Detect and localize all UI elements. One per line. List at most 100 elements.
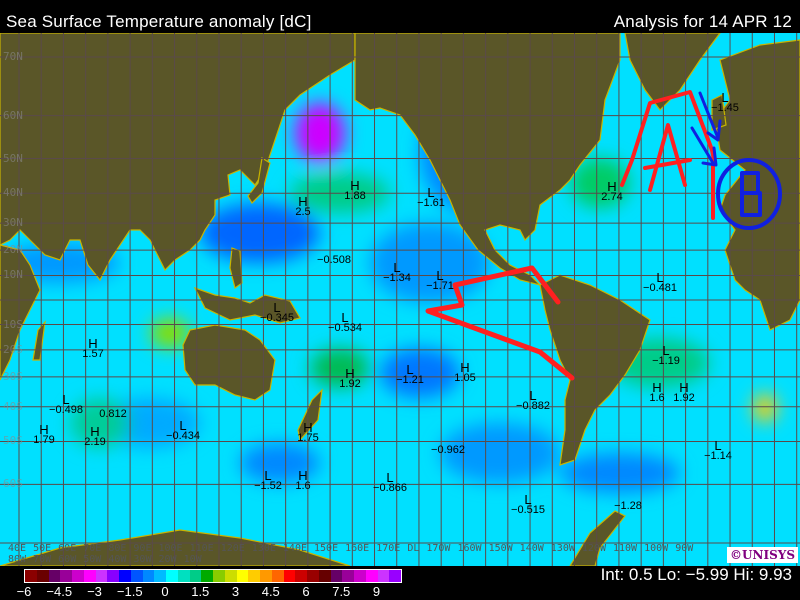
- legend-swatch: [142, 570, 155, 582]
- marker-type: L: [714, 438, 722, 453]
- maritime-asia: [193, 286, 301, 324]
- lat-lon-grid: [0, 33, 800, 566]
- legend-swatch: [365, 570, 378, 582]
- lat-label: 60N: [3, 108, 23, 122]
- marker-type: L: [341, 310, 349, 325]
- marker-value: 2.74: [601, 191, 623, 203]
- marker-value: −1.71: [426, 280, 454, 292]
- legend-swatch: [60, 570, 72, 582]
- legend-tick: −1.5: [116, 584, 143, 599]
- lat-label: 50N: [3, 151, 23, 165]
- marker-type: H: [350, 178, 360, 193]
- legend-swatch: [248, 570, 260, 582]
- marker-value: 1.05: [454, 372, 476, 384]
- marker-value: −0.962: [431, 444, 465, 456]
- marker-type: H: [88, 336, 98, 351]
- low-marker: L −1.61: [417, 185, 445, 209]
- low-marker: L −0.345: [260, 300, 294, 324]
- marker-type: H: [607, 179, 617, 194]
- legend-swatch: [213, 570, 225, 582]
- low-marker: L −1.52: [254, 468, 282, 492]
- marker-value: −1.21: [396, 374, 424, 386]
- lat-label: 40S: [3, 399, 23, 413]
- marker-value: 1.6: [649, 392, 665, 404]
- high-marker: H 1.6: [295, 468, 310, 492]
- longitude-labels: 40E 50E 60E 70E 80E 90E 100E 110E 120E 1…: [8, 543, 694, 565]
- low-marker: L −0.882: [516, 389, 550, 412]
- lat-label: 20N: [3, 243, 23, 257]
- high-marker: H 1.92: [339, 367, 361, 390]
- low-marker: L −0.434: [166, 419, 200, 442]
- marker-type: H: [679, 380, 689, 395]
- lat-label: 30N: [3, 216, 23, 230]
- legend-tick: −4.5: [46, 584, 73, 599]
- map-title: Sea Surface Temperature anomaly [dC]: [6, 12, 312, 31]
- marker-type: L: [662, 343, 670, 358]
- legend-swatch: [48, 570, 61, 582]
- legend-swatch: [95, 570, 108, 582]
- legend-swatch: [25, 570, 37, 582]
- marker-value: −1.28: [614, 500, 642, 512]
- marker-type: H: [460, 360, 470, 375]
- high-marker: H 1.88: [344, 178, 366, 202]
- legend-swatch: [177, 570, 190, 582]
- marker-type: L: [524, 492, 532, 507]
- marker-value: 1.88: [344, 190, 366, 202]
- marker-type: H: [298, 468, 308, 483]
- marker-value: 1.57: [82, 348, 104, 360]
- legend-tick: 3: [231, 584, 240, 599]
- marker-value: 1.79: [33, 434, 55, 446]
- marker-value: 0.812: [99, 408, 127, 420]
- blue-letter-b: [740, 171, 762, 217]
- marker-value: −1.52: [254, 480, 282, 492]
- greenland: [624, 33, 721, 111]
- legend-swatch: [119, 570, 131, 582]
- legend-tick: −3: [87, 584, 102, 599]
- marker-type: L: [264, 468, 272, 483]
- legend-swatch: [166, 570, 178, 582]
- marker-type: H: [298, 194, 308, 209]
- marker-value: −1.19: [652, 355, 680, 367]
- marker-type: H: [39, 422, 49, 437]
- interval: Int: 0.5: [600, 565, 653, 584]
- marker-value: −0.515: [511, 504, 545, 516]
- blue-arrow-1: [698, 91, 720, 140]
- marker-value: 2.19: [84, 436, 106, 448]
- legend-swatch: [236, 570, 249, 582]
- low-marker: L −1.45: [711, 91, 739, 114]
- legend-swatch: [330, 570, 343, 582]
- marker-type: L: [273, 300, 281, 315]
- marker-value: −0.434: [166, 430, 200, 442]
- blue-arrow-1-head: [706, 119, 722, 142]
- lat-label: 60S: [3, 477, 23, 491]
- marker-value: 1.92: [339, 378, 361, 390]
- antarctic-peninsula: [569, 510, 626, 566]
- legend-swatch: [389, 570, 401, 582]
- red-letter-a-bar: [643, 158, 692, 170]
- high-marker: H 1.57: [82, 336, 104, 360]
- marker-type: L: [427, 185, 435, 200]
- low-marker: L −0.866: [373, 470, 407, 494]
- sst-anomaly-map: A B: [0, 33, 800, 566]
- marker-value: 1.92: [673, 392, 695, 404]
- legend-tick: −6: [16, 584, 32, 599]
- marker-value: −1.14: [704, 450, 732, 462]
- color-legend: [24, 569, 402, 583]
- marker-value: −1.45: [711, 102, 739, 114]
- marker-value: −0.866: [373, 482, 407, 494]
- lat-label: 50S: [3, 434, 23, 448]
- legend-swatch: [36, 570, 49, 582]
- high-marker: H 1.79: [33, 422, 55, 446]
- lat-label: 10N: [3, 268, 23, 282]
- marker-type: L: [386, 470, 394, 485]
- legend-swatch: [354, 570, 366, 582]
- stats-readout: Int: 0.5 Lo: −5.99 Hi: 9.93: [601, 565, 792, 585]
- red-outline-pacific: [425, 265, 575, 381]
- high-marker: H 1.92: [673, 380, 695, 404]
- legend-swatch: [271, 570, 284, 582]
- anomaly-value: 0.812: [99, 398, 127, 420]
- low-marker: L −1.71: [426, 269, 454, 292]
- low-marker: L −0.534: [328, 310, 362, 334]
- anomaly-value: −0.508: [317, 244, 351, 266]
- marker-type: H: [303, 420, 313, 435]
